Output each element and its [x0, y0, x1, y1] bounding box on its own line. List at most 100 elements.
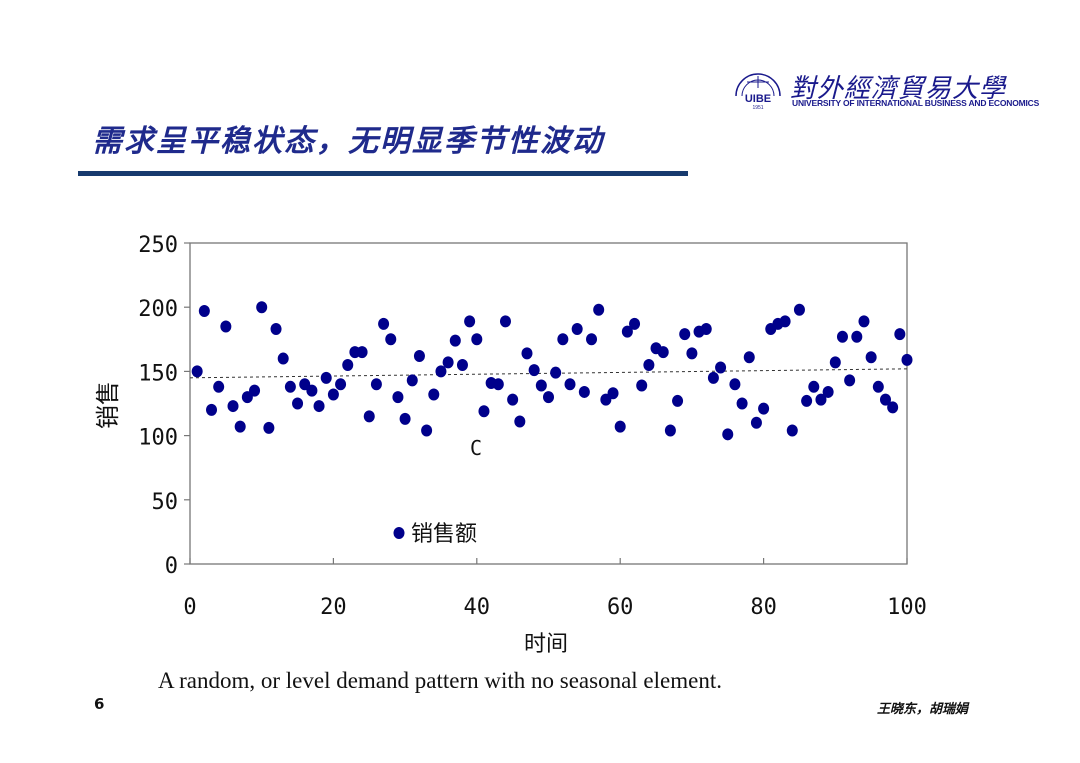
data-point — [428, 388, 440, 401]
y-tick-label: 150 — [138, 361, 178, 386]
data-point — [672, 394, 684, 407]
x-axis-title: 时间 — [524, 632, 568, 657]
data-point — [435, 365, 447, 378]
data-point — [872, 380, 884, 393]
x-tick-label: 100 — [887, 595, 927, 620]
data-point — [492, 378, 504, 391]
plot-frame — [189, 242, 908, 565]
data-point — [313, 400, 325, 413]
slide-title: 需求呈平稳状态，无明显季节性波动 — [92, 124, 604, 159]
data-point — [593, 303, 605, 316]
data-point — [851, 330, 863, 343]
data-point — [342, 358, 354, 371]
x-tick-label: 60 — [607, 595, 634, 620]
logo-emblem-year: 1951 — [752, 105, 763, 110]
data-point — [191, 365, 203, 378]
data-point — [399, 412, 411, 425]
data-point — [686, 347, 698, 360]
data-point — [636, 379, 648, 392]
data-point — [449, 334, 461, 347]
data-point — [629, 317, 641, 330]
data-point — [335, 378, 347, 391]
data-point — [700, 323, 712, 336]
data-point — [865, 351, 877, 364]
data-point — [736, 397, 748, 410]
data-point — [292, 397, 304, 410]
data-point — [779, 315, 791, 328]
data-point — [550, 366, 562, 379]
data-point — [528, 364, 540, 377]
logo-subtitle: UNIVERSITY OF INTERNATIONAL BUSINESS AND… — [792, 98, 1040, 108]
x-tick-label: 0 — [183, 595, 196, 620]
data-point — [320, 371, 332, 384]
data-point — [743, 351, 755, 364]
author-credit: 王晓东，胡瑞娟 — [877, 702, 969, 717]
y-axis-title: 销售 — [94, 381, 122, 429]
data-point — [729, 378, 741, 391]
trendline — [189, 368, 908, 379]
data-point — [521, 347, 533, 360]
y-axis: 0 50 100 150 200 250 — [138, 233, 190, 579]
data-point — [456, 358, 468, 371]
data-point — [707, 371, 719, 384]
data-point — [198, 305, 210, 318]
data-point — [822, 385, 834, 398]
page-number: 6 — [94, 695, 105, 713]
data-point — [643, 358, 655, 371]
data-point — [586, 333, 598, 346]
data-point — [227, 400, 239, 413]
data-point — [499, 315, 511, 328]
data-point — [471, 333, 483, 346]
data-point — [442, 356, 454, 369]
data-point — [715, 361, 727, 374]
data-point — [858, 315, 870, 328]
data-point — [370, 378, 382, 391]
x-tick-label: 40 — [464, 595, 491, 620]
data-point — [378, 317, 390, 330]
data-point — [887, 401, 899, 414]
data-point — [901, 353, 913, 366]
data-point — [213, 380, 225, 393]
logo-emblem-text: UIBE — [745, 93, 771, 105]
y-tick-label: 200 — [138, 297, 178, 322]
logo-script-text: 對外經濟貿易大學 — [790, 74, 1007, 104]
data-point — [657, 346, 669, 359]
data-point — [844, 374, 856, 387]
data-point — [557, 333, 569, 346]
data-point — [801, 394, 813, 407]
x-tick-label: 20 — [320, 595, 347, 620]
chart-annotation: C — [470, 436, 482, 460]
legend-label: 销售额 — [411, 522, 477, 547]
data-point — [392, 391, 404, 404]
legend-marker — [393, 527, 405, 539]
data-point — [808, 380, 820, 393]
data-point — [664, 424, 676, 437]
data-point — [478, 405, 490, 418]
data-point — [363, 410, 375, 423]
slide-caption: A random, or level demand pattern with n… — [158, 668, 722, 693]
x-axis: 0 20 40 60 80 100 — [183, 558, 927, 620]
data-point — [464, 315, 476, 328]
data-point — [535, 379, 547, 392]
legend: 销售额 — [393, 522, 477, 547]
data-point — [356, 346, 368, 359]
data-point — [206, 403, 218, 416]
data-point — [614, 420, 626, 433]
data-point — [758, 402, 770, 415]
data-point — [327, 388, 339, 401]
data-point — [270, 323, 282, 336]
data-point — [578, 385, 590, 398]
data-point — [786, 424, 798, 437]
data-point — [256, 301, 268, 314]
data-points — [191, 301, 913, 441]
data-point — [621, 325, 633, 338]
data-point — [722, 428, 734, 441]
x-tick-label: 80 — [750, 595, 777, 620]
data-point — [543, 391, 554, 404]
data-point — [514, 415, 526, 428]
data-point — [385, 333, 397, 346]
data-point — [793, 303, 805, 316]
data-point — [234, 420, 246, 433]
data-point — [277, 352, 289, 365]
